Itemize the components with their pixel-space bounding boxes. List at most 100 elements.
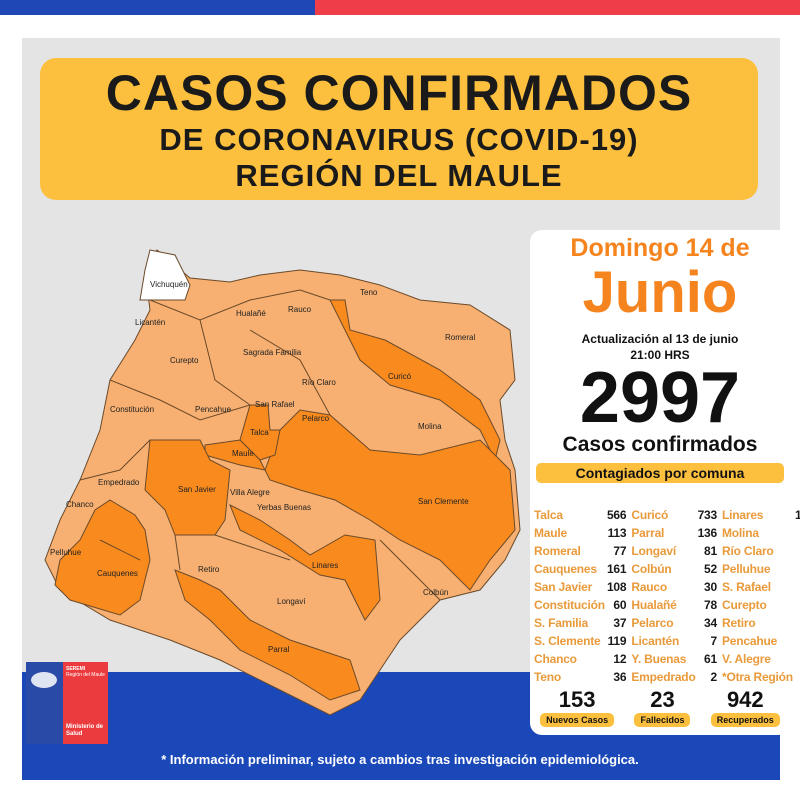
comuna-name: San Javier bbox=[534, 580, 593, 594]
stat-value: 153 bbox=[558, 687, 596, 712]
comuna-border bbox=[174, 534, 181, 571]
comuna-cases: 150 bbox=[794, 508, 800, 522]
stat-nuevos-casos: 153 Nuevos Casos bbox=[540, 687, 615, 728]
comuna-parral bbox=[174, 569, 361, 701]
map-label: Linares bbox=[312, 561, 339, 570]
comuna-row: San Javier 108 Rauco 30 S. Rafael 69 bbox=[533, 578, 800, 596]
date-month: Junio bbox=[582, 260, 738, 325]
comuna-cases: 18 bbox=[794, 632, 800, 650]
comuna-name: Empedrado bbox=[631, 670, 696, 684]
comuna-name: Curepto bbox=[722, 598, 767, 612]
comuna-name: *Otra Región bbox=[722, 670, 793, 684]
map-label: Cauquenes bbox=[97, 569, 138, 578]
comuna-name: V. Alegre bbox=[722, 652, 771, 666]
update-time: 21:00 HRS bbox=[630, 348, 690, 362]
map-label: Pencahue bbox=[195, 405, 232, 414]
comuna-border bbox=[99, 539, 141, 561]
logo-seremi: SEREMI bbox=[66, 666, 86, 672]
comuna-name: Cauquenes bbox=[534, 562, 597, 576]
map-label: Constitución bbox=[110, 405, 155, 414]
comuna-name: Y. Buenas bbox=[631, 652, 687, 666]
comuna-cases: 36 bbox=[613, 670, 627, 684]
comuna-cases: 30 bbox=[704, 580, 717, 594]
map-label: Río Claro bbox=[302, 378, 336, 387]
comuna-row: Maule 113 Parral 136 Molina 61 bbox=[533, 524, 800, 542]
map-label: Curepto bbox=[170, 356, 199, 365]
stat-fallecidos: 23 Fallecidos bbox=[634, 687, 691, 728]
comuna-name: S. Clemente bbox=[534, 634, 601, 648]
comuna-cases: 119 bbox=[607, 634, 627, 648]
comuna-name: Hualañé bbox=[631, 598, 677, 612]
comuna-san-javier bbox=[144, 439, 231, 536]
comuna-name: S. Familia bbox=[534, 616, 589, 630]
comuna-cases: 60 bbox=[613, 598, 627, 612]
comuna-name: Pelluhue bbox=[722, 562, 771, 576]
comuna-name: Rauco bbox=[631, 580, 668, 594]
flag-stripe-red bbox=[315, 0, 800, 15]
comuna-cases: 37 bbox=[613, 616, 627, 630]
comuna-name: Linares bbox=[722, 508, 764, 522]
comuna-row: Cauquenes 161 Colbún 52 Pelluhue 22 bbox=[533, 560, 800, 578]
comunas-header: Contagiados por comuna bbox=[536, 463, 784, 483]
comuna-cases: 81 bbox=[704, 544, 717, 558]
map-label: Sagrada Familia bbox=[243, 348, 302, 357]
comuna-name: Parral bbox=[631, 526, 665, 540]
stat-value: 23 bbox=[650, 687, 675, 712]
map-label: Romeral bbox=[445, 333, 476, 342]
comuna-cases: 113 bbox=[607, 526, 627, 540]
comuna-cases: 28 bbox=[794, 668, 800, 686]
comuna-border bbox=[299, 289, 331, 301]
stat-label: Fallecidos bbox=[634, 713, 691, 727]
seremi-logo: SEREMI Región del Maule Ministerio de Sa… bbox=[26, 662, 108, 744]
comuna-cases: 52 bbox=[704, 562, 717, 576]
stats-row: 153 Nuevos Casos 23 Fallecidos 942 Recuperado… bbox=[530, 687, 790, 728]
comuna-vichuquen bbox=[139, 249, 191, 301]
map-label: Longaví bbox=[277, 597, 306, 606]
coat-of-arms-icon bbox=[26, 662, 63, 744]
comuna-cases: 12 bbox=[613, 652, 627, 666]
comuna-cases: 108 bbox=[606, 580, 627, 594]
title-banner: CASOS CONFIRMADOS DE CORONAVIRUS (COVID-… bbox=[40, 58, 758, 200]
comuna-border bbox=[79, 439, 151, 481]
map-label: Vichuquén bbox=[150, 280, 188, 289]
comuna-name: Longaví bbox=[631, 544, 676, 558]
map-label: Retiro bbox=[198, 565, 220, 574]
comuna-row: Constitución 60 Hualañé 78 Curepto 13 bbox=[533, 596, 800, 614]
comuna-row: Teno 36 Empedrado 2 *Otra Región28 bbox=[533, 668, 800, 686]
comuna-cases: 22 bbox=[794, 560, 800, 578]
comuna-border bbox=[379, 539, 441, 601]
comuna-row: S. Clemente 119 Licantén 7 Pencahue 18 bbox=[533, 632, 800, 650]
comuna-curico bbox=[329, 299, 501, 462]
map-label: Rauco bbox=[288, 305, 312, 314]
map-label: Hualañé bbox=[236, 309, 266, 318]
comuna-row: Chanco 12 Y. Buenas 61 V. Alegre 31 bbox=[533, 650, 800, 668]
comuna-border bbox=[109, 379, 251, 421]
logo-region: Región del Maule bbox=[66, 672, 105, 678]
subtitle: DE CORONAVIRUS (COVID-19) bbox=[159, 122, 639, 157]
map-label: Pelluhue bbox=[50, 548, 82, 557]
comuna-name: Constitución bbox=[534, 598, 605, 612]
comuna-name: Maule bbox=[534, 526, 568, 540]
comuna-cases: 77 bbox=[794, 614, 800, 632]
comuna-name: Curicó bbox=[631, 508, 669, 522]
stat-recuperados: 942 Recuperados bbox=[710, 687, 780, 728]
stat-label: Nuevos Casos bbox=[540, 713, 615, 727]
stat-value: 942 bbox=[726, 687, 764, 712]
map-label: Talca bbox=[250, 428, 269, 437]
comuna-name: Chanco bbox=[534, 652, 577, 666]
comuna-row: Romeral 77 Longaví 81 Río Claro 25 bbox=[533, 542, 800, 560]
total-cases-label: Casos confirmados bbox=[562, 433, 758, 456]
comuna-border bbox=[199, 319, 251, 406]
comuna-cases: 61 bbox=[704, 652, 717, 666]
date-day: Domingo 14 de bbox=[570, 234, 750, 262]
comuna-cases: 136 bbox=[697, 526, 718, 540]
map-label: Teno bbox=[360, 288, 378, 297]
region-title: REGIÓN DEL MAULE bbox=[235, 158, 563, 193]
comuna-cases: 733 bbox=[697, 508, 718, 522]
map-label: Parral bbox=[268, 645, 290, 654]
map-label: Curicó bbox=[388, 372, 412, 381]
comuna-name: Retiro bbox=[722, 616, 756, 630]
comuna-cases: 7 bbox=[710, 634, 718, 648]
comuna-san-clemente bbox=[264, 409, 516, 591]
